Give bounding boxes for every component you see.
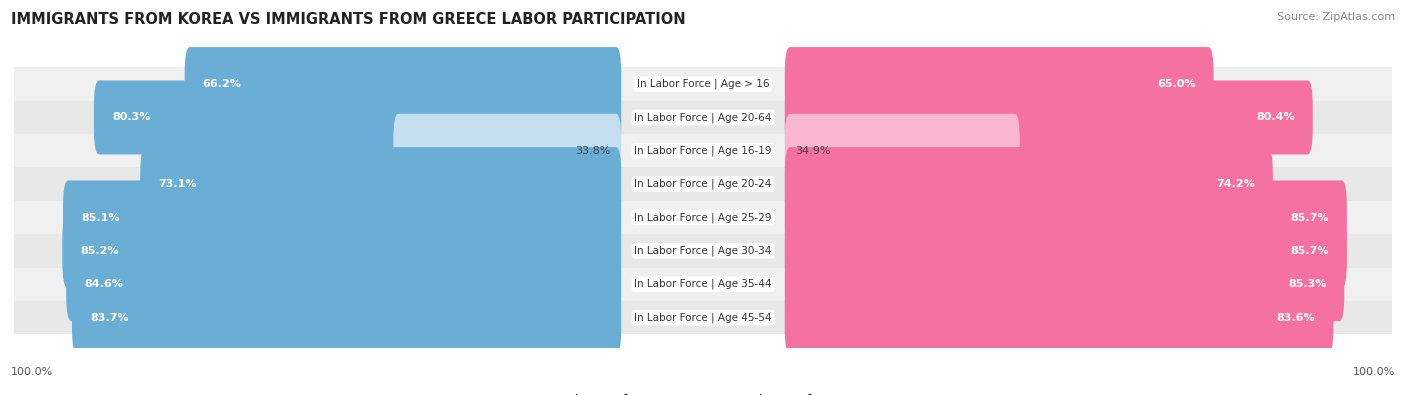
Bar [14,301,1392,334]
FancyBboxPatch shape [184,47,621,121]
Text: 34.9%: 34.9% [794,146,831,156]
Text: 85.7%: 85.7% [1291,213,1329,222]
Text: 66.2%: 66.2% [202,79,242,89]
Text: 84.6%: 84.6% [84,279,124,289]
Text: 85.3%: 85.3% [1288,279,1326,289]
Text: 33.8%: 33.8% [575,146,612,156]
FancyBboxPatch shape [785,81,1313,154]
FancyBboxPatch shape [785,114,1019,188]
FancyBboxPatch shape [785,280,1333,355]
Text: 73.1%: 73.1% [159,179,197,189]
Text: 65.0%: 65.0% [1157,79,1195,89]
Bar [14,234,1392,267]
Text: In Labor Force | Age 20-24: In Labor Force | Age 20-24 [634,179,772,190]
FancyBboxPatch shape [66,247,621,321]
Text: 85.2%: 85.2% [80,246,120,256]
Text: 100.0%: 100.0% [11,367,53,377]
Text: 85.1%: 85.1% [82,213,120,222]
FancyBboxPatch shape [785,147,1272,221]
Text: Source: ZipAtlas.com: Source: ZipAtlas.com [1277,12,1395,22]
Text: In Labor Force | Age 30-34: In Labor Force | Age 30-34 [634,246,772,256]
Text: 83.7%: 83.7% [90,312,128,323]
FancyBboxPatch shape [785,214,1347,288]
FancyBboxPatch shape [62,214,621,288]
Text: In Labor Force | Age 20-64: In Labor Force | Age 20-64 [634,112,772,123]
Bar [14,68,1392,101]
Text: 85.7%: 85.7% [1291,246,1329,256]
FancyBboxPatch shape [785,247,1344,321]
Bar [14,267,1392,301]
Bar [14,201,1392,234]
Text: 100.0%: 100.0% [1353,367,1395,377]
Legend: Immigrants from Korea, Immigrants from Greece: Immigrants from Korea, Immigrants from G… [522,394,884,395]
FancyBboxPatch shape [72,280,621,355]
Bar [14,101,1392,134]
Text: 83.6%: 83.6% [1277,312,1316,323]
Text: 80.3%: 80.3% [112,113,150,122]
Text: In Labor Force | Age 25-29: In Labor Force | Age 25-29 [634,212,772,223]
FancyBboxPatch shape [394,114,621,188]
Text: 74.2%: 74.2% [1216,179,1254,189]
FancyBboxPatch shape [785,47,1213,121]
Text: In Labor Force | Age > 16: In Labor Force | Age > 16 [637,79,769,89]
FancyBboxPatch shape [785,181,1347,254]
Bar [14,167,1392,201]
Text: 80.4%: 80.4% [1256,113,1295,122]
Bar [14,134,1392,167]
Text: In Labor Force | Age 45-54: In Labor Force | Age 45-54 [634,312,772,323]
FancyBboxPatch shape [63,181,621,254]
Text: In Labor Force | Age 16-19: In Labor Force | Age 16-19 [634,145,772,156]
Text: In Labor Force | Age 35-44: In Labor Force | Age 35-44 [634,279,772,290]
FancyBboxPatch shape [94,81,621,154]
Text: IMMIGRANTS FROM KOREA VS IMMIGRANTS FROM GREECE LABOR PARTICIPATION: IMMIGRANTS FROM KOREA VS IMMIGRANTS FROM… [11,12,686,27]
FancyBboxPatch shape [141,147,621,221]
